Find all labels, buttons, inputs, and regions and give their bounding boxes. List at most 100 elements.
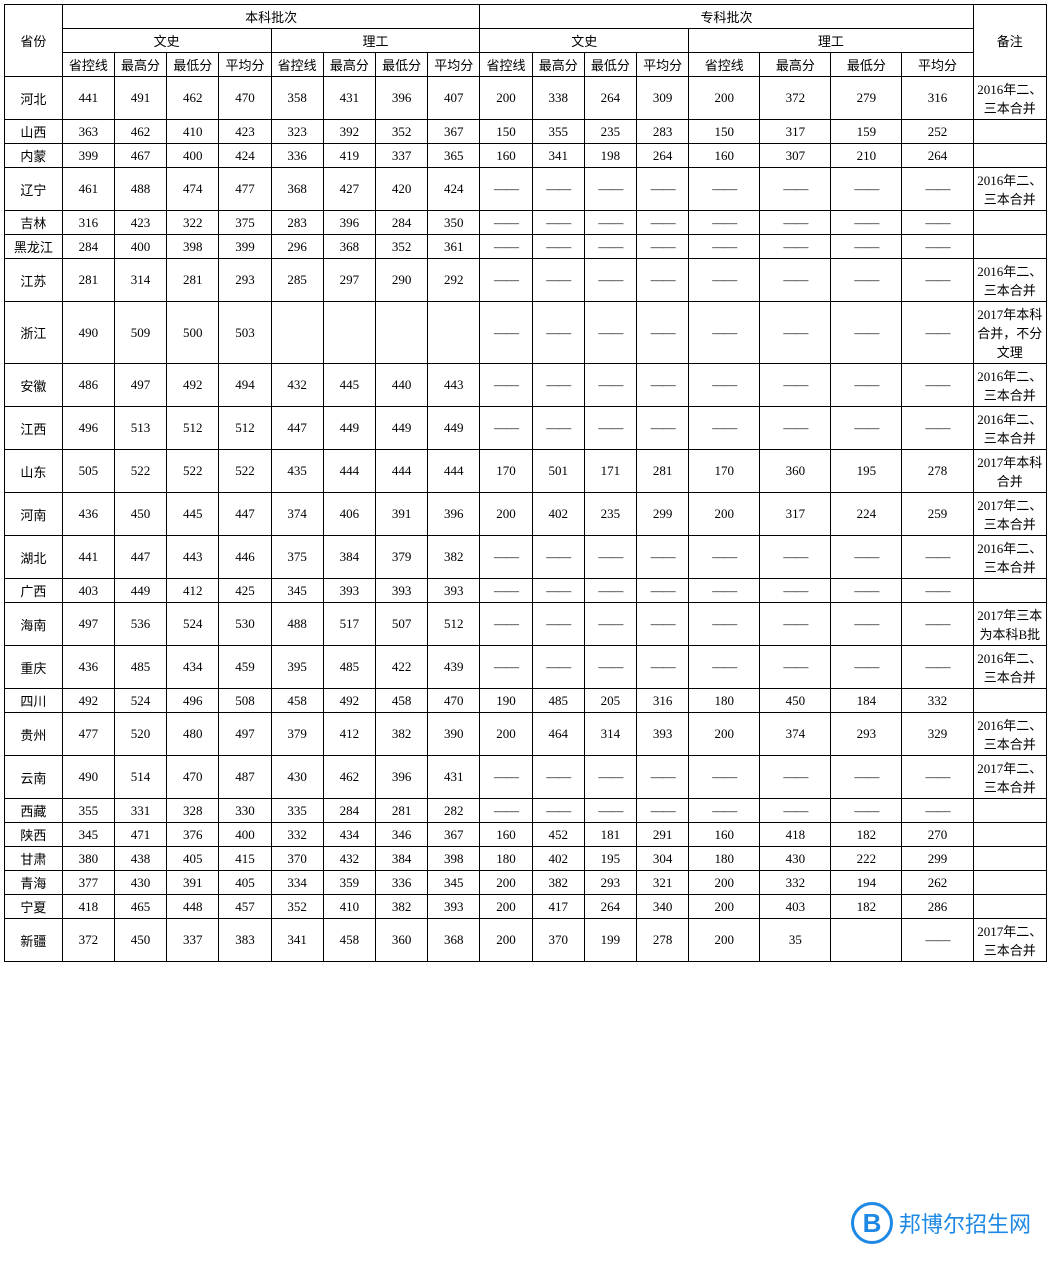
cell-value: 446 xyxy=(219,536,271,579)
cell-value: 441 xyxy=(62,536,114,579)
cell-value: —— xyxy=(480,168,532,211)
cell-value: 279 xyxy=(831,77,902,120)
cell-value: 400 xyxy=(114,235,166,259)
cell-value: 334 xyxy=(271,871,323,895)
cell-remark: 2016年二、三本合并 xyxy=(973,259,1046,302)
cell-value: —— xyxy=(689,259,760,302)
header-ligong: 理工 xyxy=(689,29,973,53)
cell-value: 341 xyxy=(271,919,323,962)
cell-value: 160 xyxy=(480,144,532,168)
cell-value: 405 xyxy=(219,871,271,895)
table-row: 新疆37245033738334145836036820037019927820… xyxy=(5,919,1047,962)
cell-value: 503 xyxy=(219,302,271,364)
table-row: 安徽486497492494432445440443——————————————… xyxy=(5,364,1047,407)
cell-value: —— xyxy=(584,407,636,450)
cell-value: —— xyxy=(760,756,831,799)
cell-value: 458 xyxy=(323,919,375,962)
table-row: 江苏281314281293285297290292——————————————… xyxy=(5,259,1047,302)
cell-value: 427 xyxy=(323,168,375,211)
cell-value: —— xyxy=(532,211,584,235)
cell-value: 355 xyxy=(62,799,114,823)
cell-remark: 2016年二、三本合并 xyxy=(973,407,1046,450)
cell-value: 436 xyxy=(62,493,114,536)
cell-value: 450 xyxy=(760,689,831,713)
cell-value: 283 xyxy=(637,120,689,144)
cell-value: —— xyxy=(637,302,689,364)
cell-value: 264 xyxy=(902,144,973,168)
cell-value: 462 xyxy=(167,77,219,120)
cell-value: 462 xyxy=(323,756,375,799)
cell-value: —— xyxy=(902,799,973,823)
cell-province: 江西 xyxy=(5,407,63,450)
cell-value: 283 xyxy=(271,211,323,235)
cell-value: 180 xyxy=(480,847,532,871)
cell-value: —— xyxy=(902,302,973,364)
cell-province: 湖北 xyxy=(5,536,63,579)
cell-value: 340 xyxy=(637,895,689,919)
cell-value: 293 xyxy=(584,871,636,895)
cell-value: 471 xyxy=(114,823,166,847)
cell-value: 365 xyxy=(428,144,480,168)
cell-value: —— xyxy=(902,603,973,646)
cell-value: 335 xyxy=(271,799,323,823)
cell-value: 430 xyxy=(271,756,323,799)
table-row: 宁夏41846544845735241038239320041726434020… xyxy=(5,895,1047,919)
header-junior: 专科批次 xyxy=(480,5,973,29)
cell-value: 439 xyxy=(428,646,480,689)
header-subcol: 省控线 xyxy=(480,53,532,77)
table-row: 青海37743039140533435933634520038229332120… xyxy=(5,871,1047,895)
cell-value: 350 xyxy=(428,211,480,235)
cell-value: —— xyxy=(902,364,973,407)
table-row: 山西36346241042332339235236715035523528315… xyxy=(5,120,1047,144)
cell-value: 379 xyxy=(375,536,427,579)
cell-remark xyxy=(973,823,1046,847)
cell-value: 345 xyxy=(62,823,114,847)
header-subcol: 省控线 xyxy=(62,53,114,77)
cell-value: —— xyxy=(637,407,689,450)
cell-value: 200 xyxy=(689,871,760,895)
cell-value: —— xyxy=(532,259,584,302)
cell-value: 336 xyxy=(271,144,323,168)
cell-value: 520 xyxy=(114,713,166,756)
cell-value: —— xyxy=(902,168,973,211)
cell-value: 259 xyxy=(902,493,973,536)
cell-value: 470 xyxy=(167,756,219,799)
cell-value: 352 xyxy=(375,120,427,144)
cell-value: 393 xyxy=(637,713,689,756)
cell-value: 488 xyxy=(271,603,323,646)
cell-value: 402 xyxy=(532,847,584,871)
cell-value: 331 xyxy=(114,799,166,823)
cell-value: 486 xyxy=(62,364,114,407)
header-ligong: 理工 xyxy=(271,29,480,53)
cell-province: 安徽 xyxy=(5,364,63,407)
cell-value: 281 xyxy=(62,259,114,302)
cell-value: 224 xyxy=(831,493,902,536)
cell-value: —— xyxy=(689,799,760,823)
cell-value: —— xyxy=(689,364,760,407)
cell-value: 195 xyxy=(584,847,636,871)
cell-value: 431 xyxy=(428,756,480,799)
cell-value: —— xyxy=(480,579,532,603)
cell-province: 山东 xyxy=(5,450,63,493)
cell-value: 395 xyxy=(271,646,323,689)
cell-value: 490 xyxy=(62,302,114,364)
cell-value: 358 xyxy=(271,77,323,120)
cell-value: 396 xyxy=(375,77,427,120)
cell-value: 368 xyxy=(428,919,480,962)
cell-value: 200 xyxy=(689,77,760,120)
cell-value: 332 xyxy=(760,871,831,895)
cell-value: 423 xyxy=(219,120,271,144)
cell-value: 210 xyxy=(831,144,902,168)
cell-value: 299 xyxy=(637,493,689,536)
cell-value: —— xyxy=(831,235,902,259)
cell-value: 492 xyxy=(323,689,375,713)
cell-value: 170 xyxy=(689,450,760,493)
cell-value: 400 xyxy=(219,823,271,847)
cell-value: —— xyxy=(480,259,532,302)
cell-value: 400 xyxy=(167,144,219,168)
cell-value: —— xyxy=(760,259,831,302)
cell-value: 430 xyxy=(760,847,831,871)
header-subcol: 最低分 xyxy=(375,53,427,77)
cell-value: 377 xyxy=(62,871,114,895)
cell-province: 宁夏 xyxy=(5,895,63,919)
